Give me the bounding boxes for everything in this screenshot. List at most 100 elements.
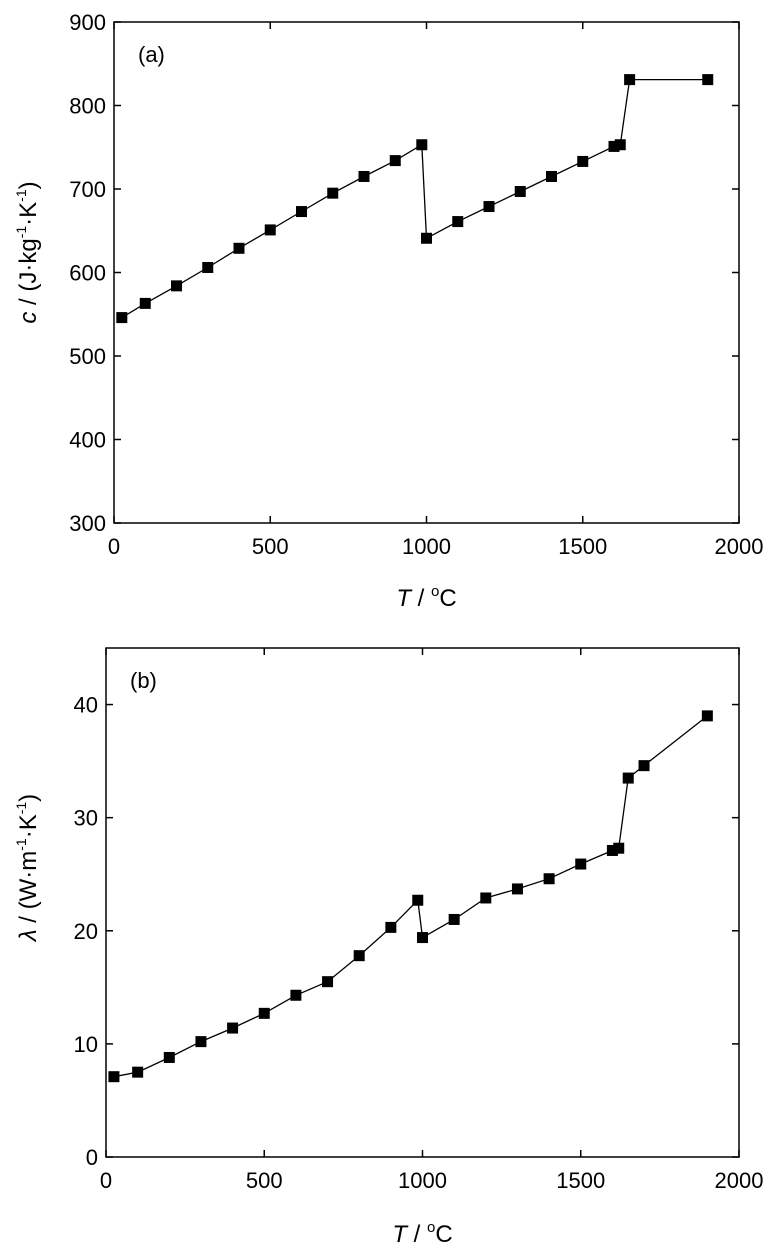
y-axis-variable: λ [15,929,42,943]
x-tick-label: 0 [108,534,120,559]
data-point [233,242,245,254]
chart-panel-b: 0 10 20 30 40 0 500 1000 1500 2000 (b) T / oC λ … [13,647,764,1248]
data-point [358,170,370,182]
y-axis-variable: c [15,312,42,324]
data-point [624,74,636,86]
data-point [514,186,526,198]
x-tick-label: 1000 [402,534,451,559]
series [116,74,714,324]
y-tick-label: 400 [69,428,106,453]
data-point [452,216,464,228]
data-point [480,892,492,904]
data-point [416,139,428,151]
data-point [448,913,460,925]
data-point [322,976,334,988]
data-point [264,224,276,236]
x-tick-label: 1000 [398,1168,447,1193]
x-tick-label: 500 [252,534,289,559]
y-tick-label: 500 [69,344,106,369]
x-axis-degree: o [427,1219,435,1236]
panel-label: (b) [130,668,157,693]
x-tick-label: 2000 [715,1168,764,1193]
x-ticks: 0 500 1000 1500 2000 [100,648,764,1193]
data-point [258,1007,270,1019]
data-point [543,873,555,885]
data-point [385,921,397,933]
x-tick-label: 500 [246,1168,283,1193]
series [108,710,713,1083]
y-tick-label: 10 [74,1032,98,1057]
y-tick-label: 900 [69,10,106,35]
x-axis-unit: C [439,585,456,612]
y-axis-unit-b: ·K [15,814,42,838]
series-line [113,715,708,1078]
y-axis-title: λ / (W·m-1·K-1) [13,794,42,943]
y-axis-unit-c: ) [15,181,42,189]
data-point [613,842,625,854]
y-tick-label: 800 [69,94,106,119]
x-axis-separator: / [407,1221,427,1248]
y-axis-sup-2: -1 [13,802,29,815]
y-tick-label: 0 [86,1145,98,1170]
data-point [702,74,714,86]
y-axis-unit-a: / (J·kg [15,238,42,311]
y-axis-sup-1: -1 [13,838,29,851]
data-point [483,201,495,213]
data-point [202,261,214,273]
y-tick-label: 700 [69,177,106,202]
y-tick-label: 20 [74,919,98,944]
data-point [327,187,339,199]
y-axis-unit-b: ·K [15,202,42,226]
data-point [108,1071,120,1083]
y-tick-label: 300 [69,511,106,536]
x-tick-label: 2000 [715,534,764,559]
data-point [353,950,365,962]
data-point [608,140,620,152]
data-point [389,155,401,167]
x-ticks: 0 500 1000 1500 2000 [108,22,764,559]
y-ticks: 0 10 20 30 40 [74,693,739,1170]
series-line [121,78,708,319]
data-point [116,312,128,324]
y-tick-label: 30 [74,806,98,831]
data-point [546,170,557,182]
y-ticks: 300 400 500 600 700 800 900 [69,10,739,536]
x-axis-variable: T [392,1221,409,1248]
data-point [195,1036,207,1048]
x-axis-unit: C [435,1221,452,1248]
y-axis-title: c / (J·kg-1·K-1) [13,181,42,323]
data-point [606,844,618,856]
y-axis-unit-c: ) [15,794,42,802]
data-point [701,710,713,722]
y-axis-sup-1: -1 [13,226,29,239]
data-point [296,206,307,218]
data-point [132,1066,144,1078]
data-point [622,772,634,784]
x-tick-label: 0 [100,1168,112,1193]
data-point [417,932,428,944]
x-axis-title: T / oC [392,1219,452,1248]
data-point [421,232,432,244]
data-point [171,280,182,292]
x-axis-variable: T [396,585,413,612]
data-point [614,139,626,151]
data-point [638,760,650,772]
data-point [412,894,424,906]
x-axis-title: T / oC [396,583,456,612]
y-tick-label: 40 [74,693,98,718]
x-axis-degree: o [431,583,439,600]
y-axis-unit-a: / (W·m [15,851,42,930]
x-tick-label: 1500 [556,1168,605,1193]
chart-panel-a: 300 400 500 600 700 800 900 0 500 1000 1500 2000 (… [13,10,763,612]
panel-label: (a) [138,42,165,67]
data-point [511,883,523,895]
data-point [577,155,589,167]
x-axis-separator: / [411,585,431,612]
y-tick-label: 600 [69,261,106,286]
data-point [163,1051,175,1063]
y-axis-sup-2: -1 [13,189,29,202]
x-tick-label: 1500 [558,534,607,559]
data-point [139,297,151,309]
data-point [290,989,302,1001]
